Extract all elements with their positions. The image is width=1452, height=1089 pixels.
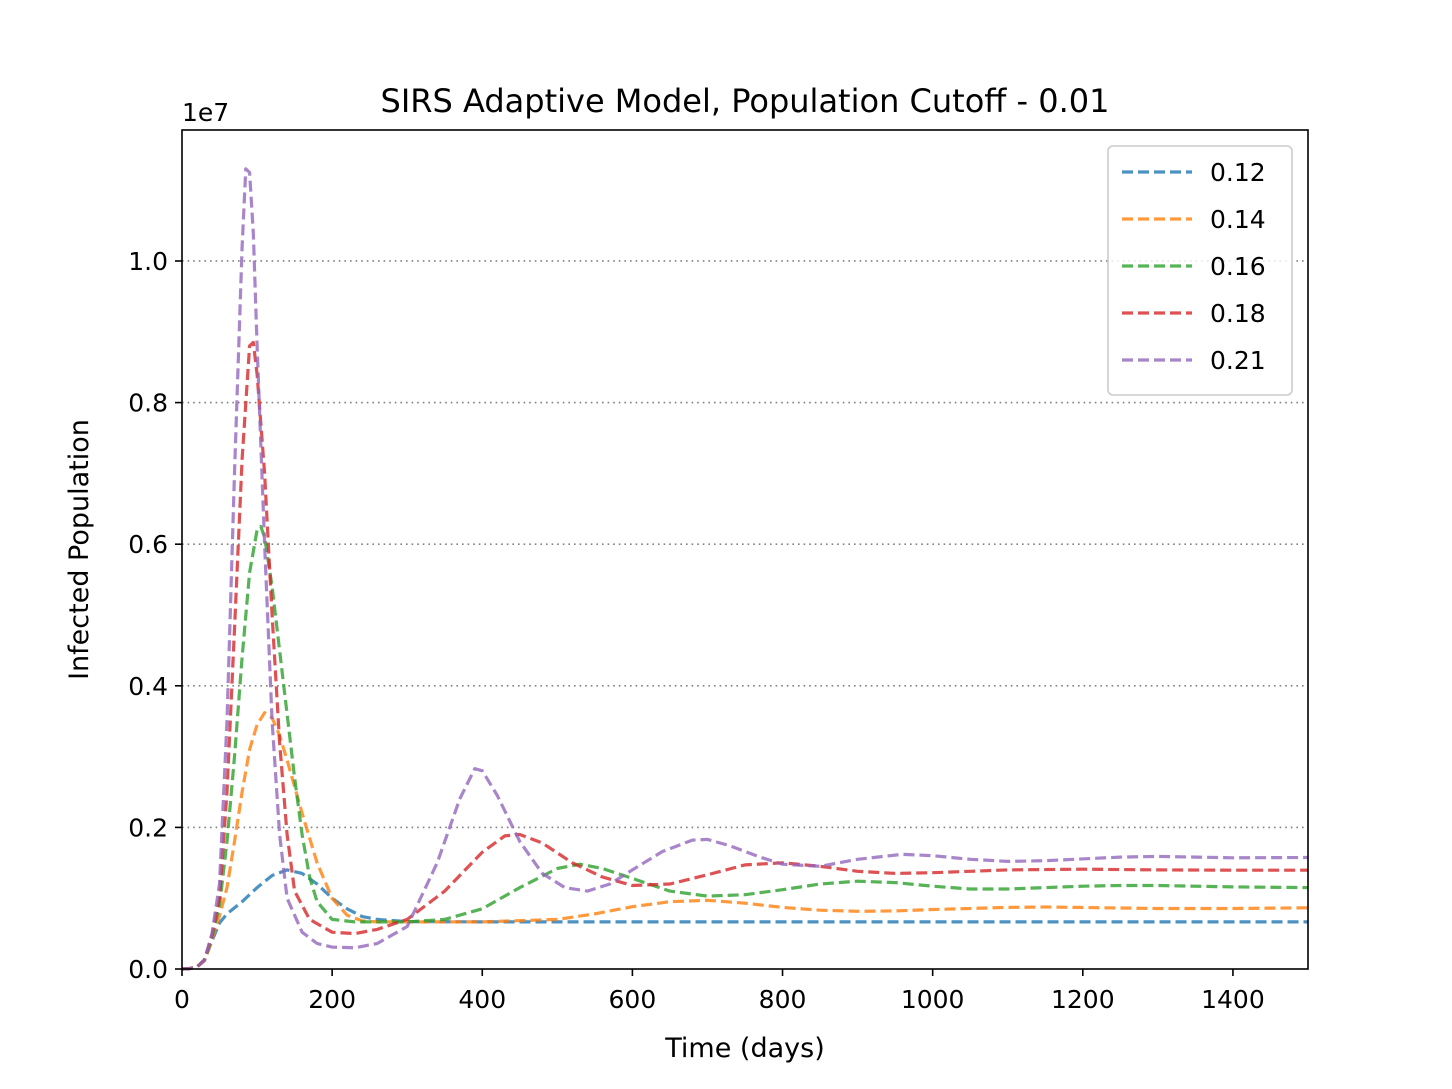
series-line-0.21	[181, 167, 1309, 971]
y-tick-label-1: 0.2	[128, 813, 168, 842]
plot-frame	[181, 129, 1309, 970]
legend-label-0.18: 0.18	[1210, 299, 1266, 328]
y-tick-label-4: 0.8	[128, 389, 168, 418]
series-lines	[181, 167, 1309, 971]
x-tick-label-2: 400	[458, 985, 506, 1014]
series-line-0.18	[181, 340, 1308, 971]
x-axis-label: Time (days)	[664, 1033, 824, 1064]
series-line-0.16	[181, 524, 1309, 971]
y-tick-label-3: 0.6	[128, 530, 168, 559]
x-tick-label-5: 1000	[901, 985, 965, 1014]
y-axis-label: Infected Population	[64, 419, 95, 680]
y-tick-label-5: 1.0	[128, 247, 168, 276]
legend-label-0.21: 0.21	[1210, 346, 1266, 375]
legend-label-0.14: 0.14	[1210, 205, 1266, 234]
x-tick-label-3: 600	[609, 985, 657, 1014]
x-tick-label-7: 1400	[1201, 985, 1265, 1014]
chart-title: SIRS Adaptive Model, Population Cutoff -…	[381, 82, 1110, 120]
series-line-0.14	[181, 711, 1309, 971]
x-tick-label-0: 0	[174, 985, 190, 1014]
x-tick-label-6: 1200	[1051, 985, 1115, 1014]
y-axis-offset-label: 1e7	[182, 98, 229, 127]
legend-box	[1107, 145, 1293, 396]
x-tick-label-1: 200	[308, 985, 356, 1014]
y-tick-label-2: 0.4	[128, 672, 168, 701]
legend: 0.12 0.14 0.16 0.18 0.21	[1107, 145, 1293, 396]
axis-ticks: 0 200 400 600 800 1000 1200 1400 0.0 0.2 0.4 0.6 0.8…	[128, 247, 1265, 1014]
y-tick-label-0: 0.0	[128, 955, 168, 984]
legend-label-0.12: 0.12	[1210, 158, 1266, 187]
legend-label-0.16: 0.16	[1210, 252, 1266, 281]
x-tick-label-4: 800	[759, 985, 807, 1014]
